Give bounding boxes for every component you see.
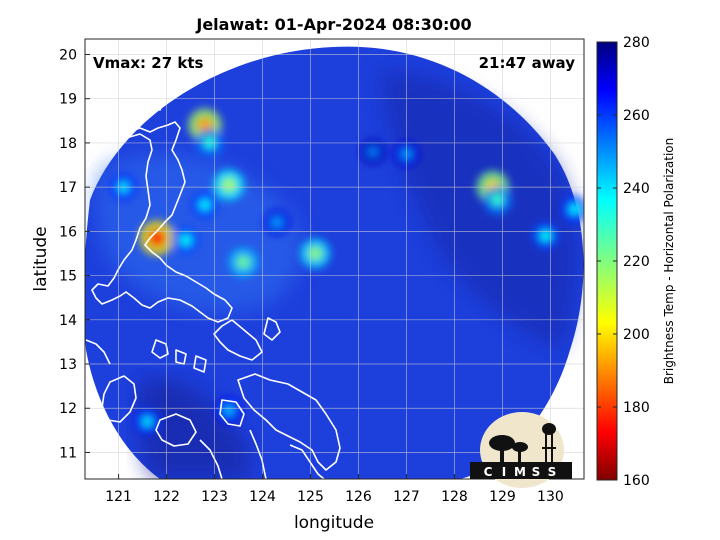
x-tick-label-0: 121 (105, 489, 132, 505)
colorbar-tick-label-2: 200 (623, 327, 650, 343)
coastline-islet-2 (153, 101, 163, 111)
feature-core-3 (148, 229, 166, 247)
y-tick-label-4: 15 (59, 269, 77, 285)
time-away-label: 21:47 away (479, 54, 576, 72)
y-tick-label-0: 11 (59, 445, 77, 461)
colorbar-tick-label-5: 260 (623, 108, 650, 124)
feature-core-16 (568, 203, 581, 216)
colorbar-tick-label-0: 160 (623, 473, 650, 489)
coastline-mindoro (101, 375, 137, 423)
coastline-bicol (213, 319, 263, 361)
coastline-leyte (289, 444, 325, 479)
colorbar-tick-label-6: 280 (623, 35, 650, 51)
coastline-negros (199, 439, 223, 479)
y-tick-label-2: 13 (59, 357, 77, 373)
coastline-panay (155, 413, 197, 447)
y-tick-label-6: 17 (59, 180, 77, 196)
y-tick-label-9: 20 (59, 47, 77, 63)
x-tick-label-7: 128 (441, 489, 468, 505)
feature-core-5 (236, 255, 250, 269)
feature-core-15 (539, 229, 552, 242)
coastline-islet-north (133, 81, 143, 91)
logo-letter-1: I (502, 465, 506, 479)
x-tick-label-5: 126 (345, 489, 372, 505)
y-tick-label-5: 16 (59, 224, 77, 240)
feature-core-4 (179, 234, 192, 247)
feature-core-11 (367, 146, 379, 158)
logo-bar (470, 462, 572, 479)
colorbar-tick-label-4: 240 (623, 181, 650, 197)
coastline-palawan-north (85, 339, 111, 365)
x-tick-label-2: 123 (201, 489, 228, 505)
colorbar-label: Brightness Temp - Horizontal Polarizatio… (662, 138, 676, 385)
logo-letter-4: S (548, 465, 557, 479)
y-tick-label-7: 18 (59, 136, 77, 152)
y-tick-label-8: 19 (59, 92, 77, 108)
feature-core-6 (308, 246, 322, 261)
feature-core-14 (491, 194, 504, 207)
coastline-cebu (249, 429, 267, 479)
y-tick-label-3: 14 (59, 313, 77, 329)
axis-ticks: 121 122 123 124 125 126 127 128 129 130 11 12 13 14 15… (59, 47, 564, 505)
swath-dark-region (380, 70, 577, 350)
vmax-label: Vmax: 27 kts (93, 54, 203, 72)
axes-frame (84, 38, 585, 480)
colorbar-tick-label-1: 180 (623, 400, 650, 416)
coastline-samar (237, 373, 341, 471)
x-tick-label-1: 122 (153, 489, 180, 505)
colorbar-tick-label-3: 220 (623, 254, 650, 270)
coastline-luzon (85, 117, 233, 323)
x-axis-label: longitude (294, 513, 374, 533)
logo-letter-0: C (484, 465, 493, 479)
logo-letter-2: M (514, 465, 526, 479)
feature-core-7 (199, 198, 211, 211)
x-tick-label-3: 124 (249, 489, 276, 505)
x-tick-label-4: 125 (297, 489, 324, 505)
feature-core-10 (223, 404, 235, 417)
x-tick-label-8: 129 (489, 489, 516, 505)
y-tick-label-1: 12 (59, 401, 77, 417)
grid-lines (85, 39, 584, 479)
chart-title: Jelawat: 01-Apr-2024 08:30:00 (195, 15, 471, 34)
feature-core-2 (222, 178, 236, 192)
coastline-catanduanes (263, 317, 281, 341)
coastlines (85, 81, 341, 479)
coastline-masbate (219, 399, 245, 427)
water-tower-icon (542, 423, 556, 462)
colorbar-ticks: 160 180 200 220 240 260 280 (597, 35, 650, 489)
feature-core-17 (271, 217, 283, 228)
y-axis-label: latitude (31, 226, 51, 291)
satellite-dish-icon (489, 435, 528, 462)
x-tick-label-9: 130 (537, 489, 564, 505)
x-tick-label-6: 127 (393, 489, 420, 505)
logo-letter-3: S (532, 465, 541, 479)
feature-core-9 (141, 415, 154, 428)
